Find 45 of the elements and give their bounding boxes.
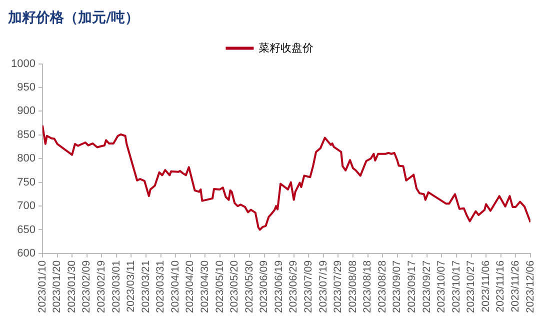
x-tick-label: 2023/05/20 — [228, 260, 241, 314]
y-tick-label: 750 — [17, 176, 36, 188]
y-tick-label: 900 — [17, 105, 36, 118]
x-tick-label: 2023/06/09 — [258, 260, 270, 314]
x-tick-label: 2023/07/09 — [302, 260, 315, 314]
x-tick-label: 2023/01/10 — [36, 260, 48, 314]
x-tick-label: 2023/04/20 — [184, 260, 196, 314]
legend-label: 菜籽收盘价 — [258, 41, 314, 54]
x-tick-label: 2023/02/19 — [96, 260, 108, 314]
x-tick-label: 2023/11/16 — [494, 260, 507, 312]
x-tick-label: 2023/06/19 — [272, 260, 285, 314]
x-tick-label: 2023/03/01 — [110, 260, 122, 314]
y-tick-label: 950 — [17, 82, 36, 94]
y-tick-label: 600 — [17, 247, 36, 260]
x-tick-label: 2023/10/07 — [436, 260, 448, 314]
x-tick-label: 2023/09/27 — [420, 260, 433, 314]
x-tick-label: 2023/02/09 — [80, 260, 93, 314]
y-tick-label: 650 — [17, 224, 36, 236]
x-tick-label: 2023/09/07 — [391, 260, 404, 314]
y-tick-label: 800 — [17, 152, 36, 165]
y-tick-label: 1000 — [10, 58, 36, 70]
x-tick-label: 2023/04/10 — [169, 260, 182, 314]
x-tick-label: 2023/03/11 — [125, 260, 138, 312]
x-tick-label: 2023/03/21 — [140, 260, 152, 314]
x-tick-label: 2023/07/29 — [332, 260, 344, 314]
chart-title: 加籽价格（加元/吨） — [7, 10, 140, 26]
x-tick-label: 2023/08/08 — [346, 260, 359, 314]
y-tick-label: 700 — [17, 200, 36, 212]
x-tick-label: 2023/11/26 — [510, 260, 522, 312]
x-tick-label: 2023/12/06 — [524, 260, 536, 314]
x-tick-label: 2023/04/30 — [199, 260, 212, 314]
y-tick-label: 850 — [17, 128, 36, 141]
x-tick-label: 2023/01/30 — [66, 260, 78, 314]
x-tick-label: 2023/05/10 — [214, 260, 226, 314]
x-tick-label: 2023/11/06 — [480, 260, 492, 312]
x-tick-label: 2023/05/30 — [243, 260, 256, 314]
x-tick-label: 2023/09/17 — [406, 260, 418, 314]
x-tick-label: 2023/01/20 — [51, 260, 64, 314]
x-tick-label: 2023/06/29 — [288, 260, 300, 314]
x-tick-label: 2023/10/27 — [465, 260, 478, 314]
x-tick-label: 2023/03/31 — [154, 260, 167, 314]
x-tick-label: 2023/08/28 — [376, 260, 388, 314]
x-tick-label: 2023/07/19 — [317, 260, 330, 314]
x-tick-label: 2023/10/17 — [450, 260, 462, 314]
x-tick-label: 2023/08/18 — [362, 260, 374, 314]
